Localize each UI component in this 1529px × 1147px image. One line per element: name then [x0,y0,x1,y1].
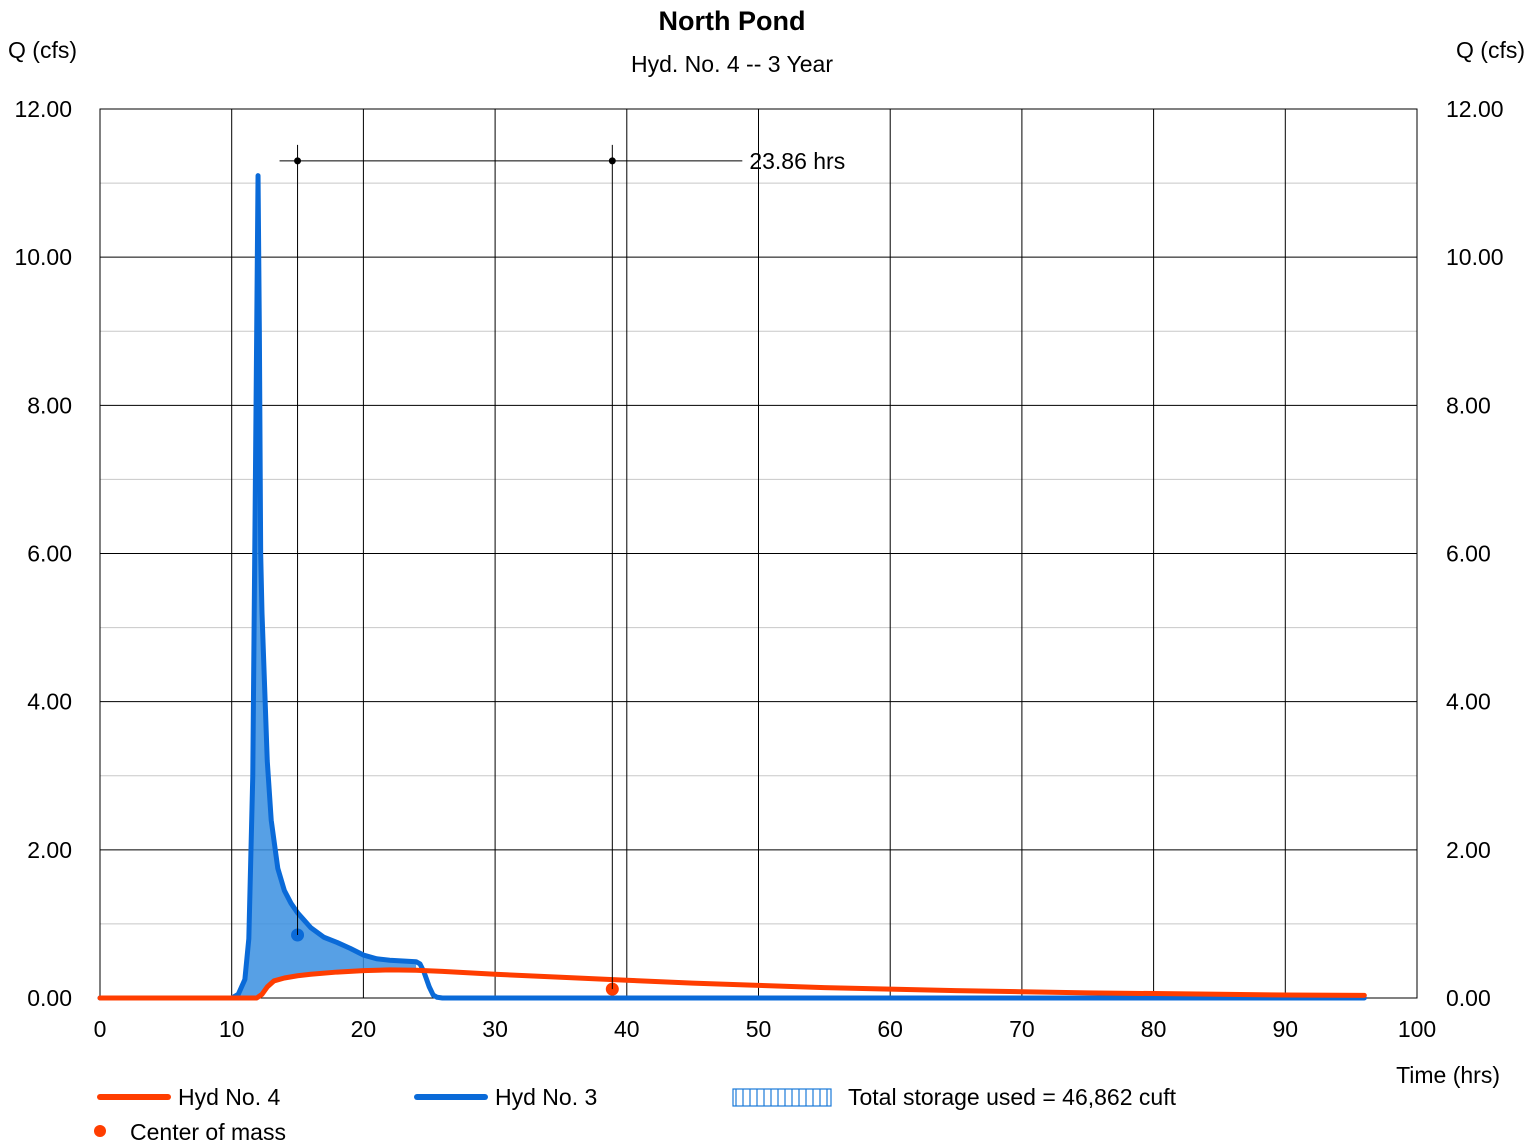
lag-marker [294,157,301,164]
x-tick-label: 90 [1273,1016,1299,1042]
x-tick-label: 50 [746,1016,772,1042]
y-tick-label-left: 2.00 [27,837,72,863]
x-tick-label: 20 [351,1016,377,1042]
y-tick-label-left: 6.00 [27,541,72,567]
x-tick-label: 60 [877,1016,903,1042]
y-tick-label-left: 0.00 [27,985,72,1011]
series-line-hyd-no-3 [100,176,1364,998]
legend-swatch-dot [94,1125,106,1137]
legend-label: Hyd No. 3 [495,1084,597,1110]
chart-subtitle: Hyd. No. 4 -- 3 Year [631,51,833,77]
y-tick-label-right: 10.00 [1446,244,1504,270]
legend-label: Total storage used = 46,862 cuft [848,1084,1177,1110]
y-tick-label-right: 2.00 [1446,837,1491,863]
legend-label: Center of mass [130,1119,286,1145]
x-tick-label: 70 [1009,1016,1035,1042]
lag-label: 23.86 hrs [749,148,845,174]
x-tick-label: 40 [614,1016,640,1042]
x-tick-labels: 0 10 20 30 40 50 60 70 80 90 100 [94,1016,1437,1042]
lag-marker [609,157,616,164]
y-tick-label-right: 0.00 [1446,985,1491,1011]
legend-label: Hyd No. 4 [178,1084,280,1110]
y-tick-label-left: 4.00 [27,689,72,715]
x-tick-label: 80 [1141,1016,1167,1042]
y-tick-label-right: 8.00 [1446,392,1491,418]
x-tick-label: 10 [219,1016,245,1042]
x-axis-label: Time (hrs) [1396,1062,1500,1088]
x-tick-label: 100 [1398,1016,1436,1042]
legend: Hyd No. 4 Hyd No. 3 Total storage used = 4… [94,1084,1177,1145]
series-lines [100,176,1364,998]
y-tick-label-left: 12.00 [14,96,72,122]
lag-annotation: 23.86 hrs [280,145,846,989]
y-tick-label-right: 6.00 [1446,541,1491,567]
y-axis-label-right: Q (cfs) [1456,37,1525,63]
y-axis-label-left: Q (cfs) [8,37,77,63]
x-tick-label: 30 [482,1016,508,1042]
y-tick-label-right: 12.00 [1446,96,1504,122]
legend-swatch-hatch [733,1089,831,1106]
chart-title: North Pond [659,6,806,36]
y-tick-label-left: 8.00 [27,392,72,418]
y-tick-label-left: 10.00 [14,244,72,270]
y-tick-label-right: 4.00 [1446,689,1491,715]
x-tick-label: 0 [94,1016,107,1042]
